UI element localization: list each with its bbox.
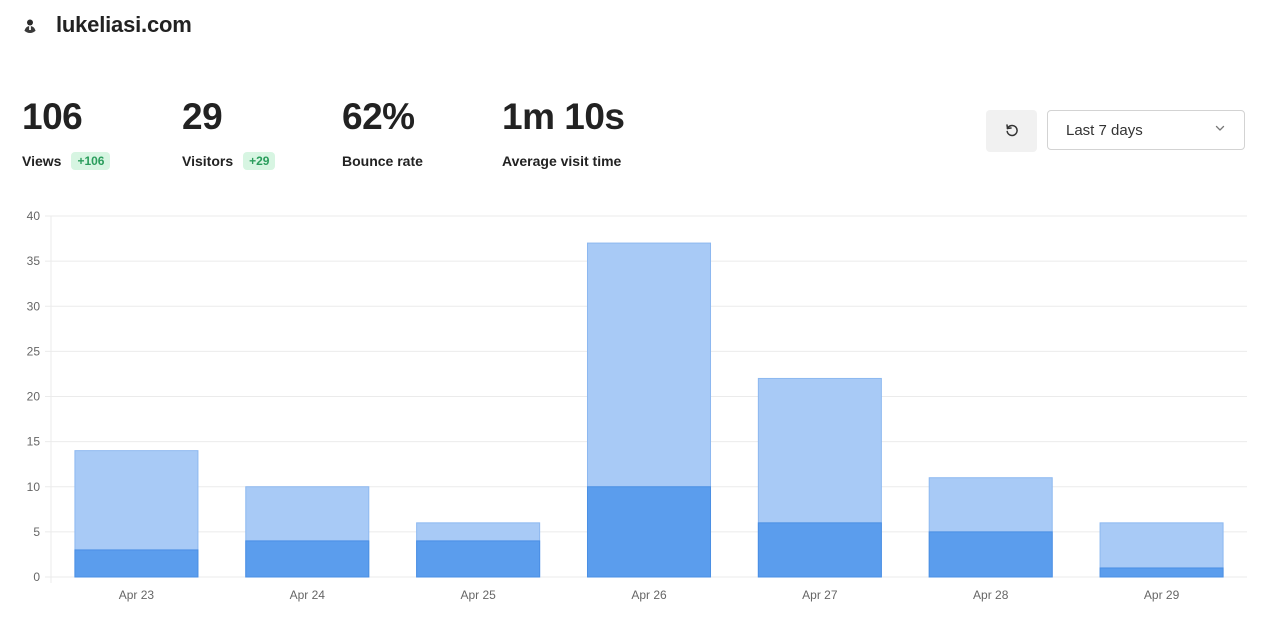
x-tick-label: Apr 25 <box>460 588 496 602</box>
stat-value: 1m 10s <box>502 96 625 137</box>
y-tick-label: 30 <box>27 299 41 313</box>
stat-label: Views <box>22 153 62 169</box>
bar-visitors <box>928 531 1053 578</box>
date-range-value: Last 7 days <box>1066 121 1143 139</box>
bar-visitors <box>245 540 370 578</box>
stats-row: 106 Views +106 29 Visitors +29 62% Bounc… <box>22 96 702 172</box>
stat-label: Bounce rate <box>342 153 423 169</box>
x-tick-label: Apr 28 <box>973 588 1009 602</box>
bar-visitors <box>1099 567 1224 578</box>
y-tick-label: 20 <box>27 390 41 404</box>
x-tick-label: Apr 26 <box>631 588 667 602</box>
delta-badge: +29 <box>243 152 276 170</box>
y-tick-label: 10 <box>27 480 41 494</box>
x-tick-label: Apr 29 <box>1144 588 1180 602</box>
y-tick-label: 15 <box>27 435 41 449</box>
chevron-down-icon <box>1214 121 1226 139</box>
date-range-select[interactable]: Last 7 days <box>1047 110 1245 150</box>
stat-visitors: 29 Visitors +29 <box>182 96 342 172</box>
x-tick-label: Apr 24 <box>290 588 326 602</box>
stat-bounce-rate: 62% Bounce rate <box>342 96 502 172</box>
site-header: lukeliasi.com <box>22 12 192 38</box>
refresh-button[interactable] <box>986 110 1037 152</box>
bar-visitors <box>757 522 882 578</box>
x-tick-label: Apr 23 <box>119 588 155 602</box>
stat-value: 106 <box>22 96 83 137</box>
stat-views: 106 Views +106 <box>22 96 182 172</box>
refresh-icon <box>1004 122 1020 141</box>
stat-value: 62% <box>342 96 415 137</box>
stat-average-visit-time: 1m 10s Average visit time <box>502 96 702 172</box>
y-tick-label: 35 <box>27 254 41 268</box>
bar-visitors <box>586 486 712 578</box>
y-tick-label: 5 <box>33 525 40 539</box>
stat-label: Visitors <box>182 153 234 169</box>
site-name[interactable]: lukeliasi.com <box>56 12 192 37</box>
views-chart: 0 5 10 15 20 25 30 35 40 Apr 23 Apr 24 Apr 25 Apr 26… <box>27 209 1247 602</box>
user-avatar-icon <box>22 17 38 33</box>
bar-visitors <box>74 549 199 578</box>
stat-value: 29 <box>182 96 223 137</box>
stat-label: Average visit time <box>502 153 622 169</box>
bar-visitors <box>416 540 541 578</box>
y-tick-label: 25 <box>27 344 41 358</box>
y-tick-label: 0 <box>33 570 40 584</box>
delta-badge: +106 <box>71 152 111 170</box>
x-tick-label: Apr 27 <box>802 588 838 602</box>
y-tick-label: 40 <box>27 209 41 223</box>
